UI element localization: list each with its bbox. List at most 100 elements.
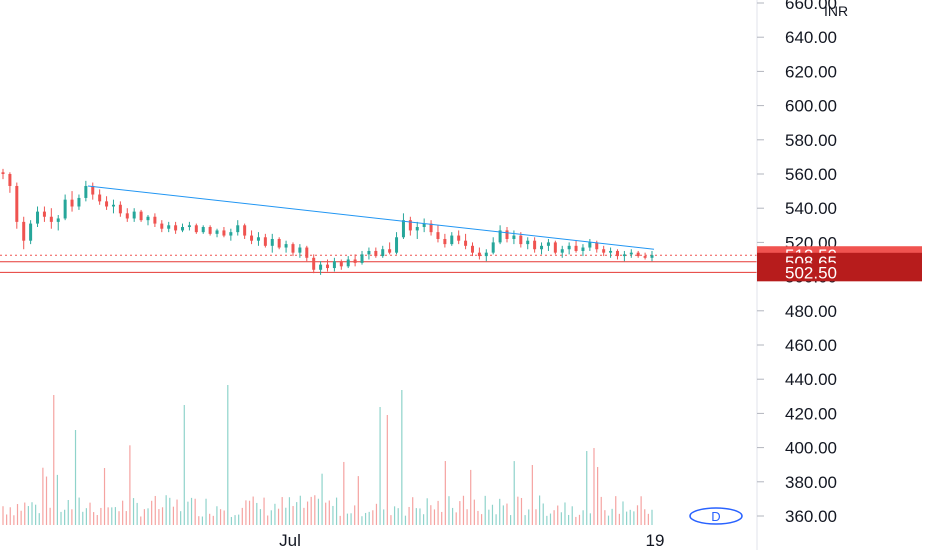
- candle-body: [215, 230, 219, 234]
- candle-body: [187, 225, 191, 228]
- volume-bar: [53, 395, 55, 525]
- volume-bar: [506, 503, 508, 525]
- volume-bar: [172, 506, 175, 525]
- volume-bar: [310, 496, 312, 525]
- candle-body: [174, 225, 178, 231]
- volume-bar: [564, 502, 566, 525]
- volume-bar: [136, 502, 138, 525]
- candle-body: [84, 185, 88, 198]
- time-axis[interactable]: Jul 19: [279, 531, 664, 550]
- volume-bar: [553, 510, 555, 525]
- volume-bar: [488, 509, 490, 525]
- candle-body: [270, 238, 274, 246]
- volume-bar: [161, 507, 164, 525]
- volume-bar: [618, 513, 620, 525]
- volume-bar: [354, 505, 356, 525]
- volume-bar: [426, 498, 428, 525]
- volume-bar: [531, 465, 533, 525]
- volume-bar: [350, 513, 352, 525]
- volume-bar: [194, 498, 196, 525]
- volume-bar: [274, 503, 276, 525]
- volume-bar: [42, 467, 44, 525]
- volume-bar: [6, 514, 8, 525]
- volume-bar: [209, 513, 211, 525]
- volume-bar: [154, 495, 156, 525]
- volume-bar: [325, 502, 327, 525]
- volume-bar: [408, 506, 410, 525]
- volume-bar: [306, 501, 309, 525]
- volume-bar: [35, 504, 37, 525]
- volume-bar: [314, 495, 316, 525]
- volume-bar: [332, 505, 334, 525]
- candle-body: [457, 235, 461, 241]
- candle-body: [167, 225, 171, 229]
- volume-bar: [578, 514, 581, 525]
- volume-bar: [495, 514, 497, 525]
- candle-body: [284, 244, 288, 248]
- candle-body: [291, 244, 295, 253]
- candle-body: [464, 240, 468, 246]
- trendline[interactable]: [87, 185, 655, 250]
- volume-bar: [151, 500, 153, 525]
- volume-bar: [267, 515, 269, 525]
- volume-bar: [60, 511, 62, 525]
- candle-body: [8, 174, 12, 186]
- price-label-box: [757, 263, 922, 282]
- candle-body: [505, 230, 509, 239]
- volume-bar: [575, 516, 577, 525]
- candle-body: [395, 237, 399, 253]
- volume-bar: [361, 516, 363, 525]
- volume-bar: [96, 515, 98, 525]
- volume-bar: [64, 509, 66, 525]
- candle-body: [498, 230, 502, 243]
- price-tick-label: 580.00: [785, 131, 837, 150]
- volume-bar: [626, 511, 628, 525]
- volume-bar: [343, 461, 345, 525]
- volume-bar: [140, 516, 142, 525]
- candle-body: [70, 199, 74, 207]
- candle-body: [546, 242, 550, 246]
- candle-body: [360, 254, 364, 263]
- volume-bar: [636, 505, 639, 525]
- volume-bar: [321, 473, 323, 525]
- volume-bar: [169, 497, 171, 525]
- volume-bar: [143, 509, 146, 525]
- volume-bar: [622, 501, 624, 525]
- candle-body: [401, 220, 405, 238]
- volume-bar: [256, 502, 258, 525]
- candle-body: [477, 252, 481, 257]
- candle-body: [42, 211, 46, 217]
- candle-body: [415, 227, 419, 231]
- volume-bar: [593, 448, 595, 525]
- volume-bar: [386, 415, 388, 525]
- candle-body: [63, 199, 67, 219]
- interval-badge[interactable]: D: [689, 507, 743, 525]
- currency-label[interactable]: INR: [824, 3, 848, 19]
- volume-bar: [615, 496, 617, 525]
- volume-bar: [444, 461, 446, 525]
- candle-body: [105, 201, 109, 207]
- volume-bar: [270, 510, 272, 525]
- volume-bar: [281, 497, 283, 525]
- volume-bar: [401, 390, 403, 525]
- interval-badge-label[interactable]: D: [711, 509, 720, 524]
- volume-bar: [118, 511, 120, 525]
- candle-body: [636, 252, 640, 257]
- volume-bar: [571, 506, 573, 525]
- volume-bar: [383, 509, 385, 525]
- interval-badge-outline[interactable]: [689, 507, 743, 525]
- volume-bar: [448, 496, 450, 525]
- price-tick-label: 620.00: [785, 62, 837, 81]
- volume-bar: [393, 506, 396, 525]
- candle-body: [132, 211, 136, 219]
- volume-bar: [539, 495, 541, 525]
- candle-body: [526, 240, 530, 245]
- volume-bar: [13, 515, 15, 525]
- candle-body: [567, 245, 571, 250]
- volume-bar: [216, 506, 218, 525]
- candle-body: [588, 242, 592, 248]
- candle-body: [595, 242, 599, 250]
- volume-bar: [462, 495, 465, 525]
- price-tick-label: 540.00: [785, 199, 837, 218]
